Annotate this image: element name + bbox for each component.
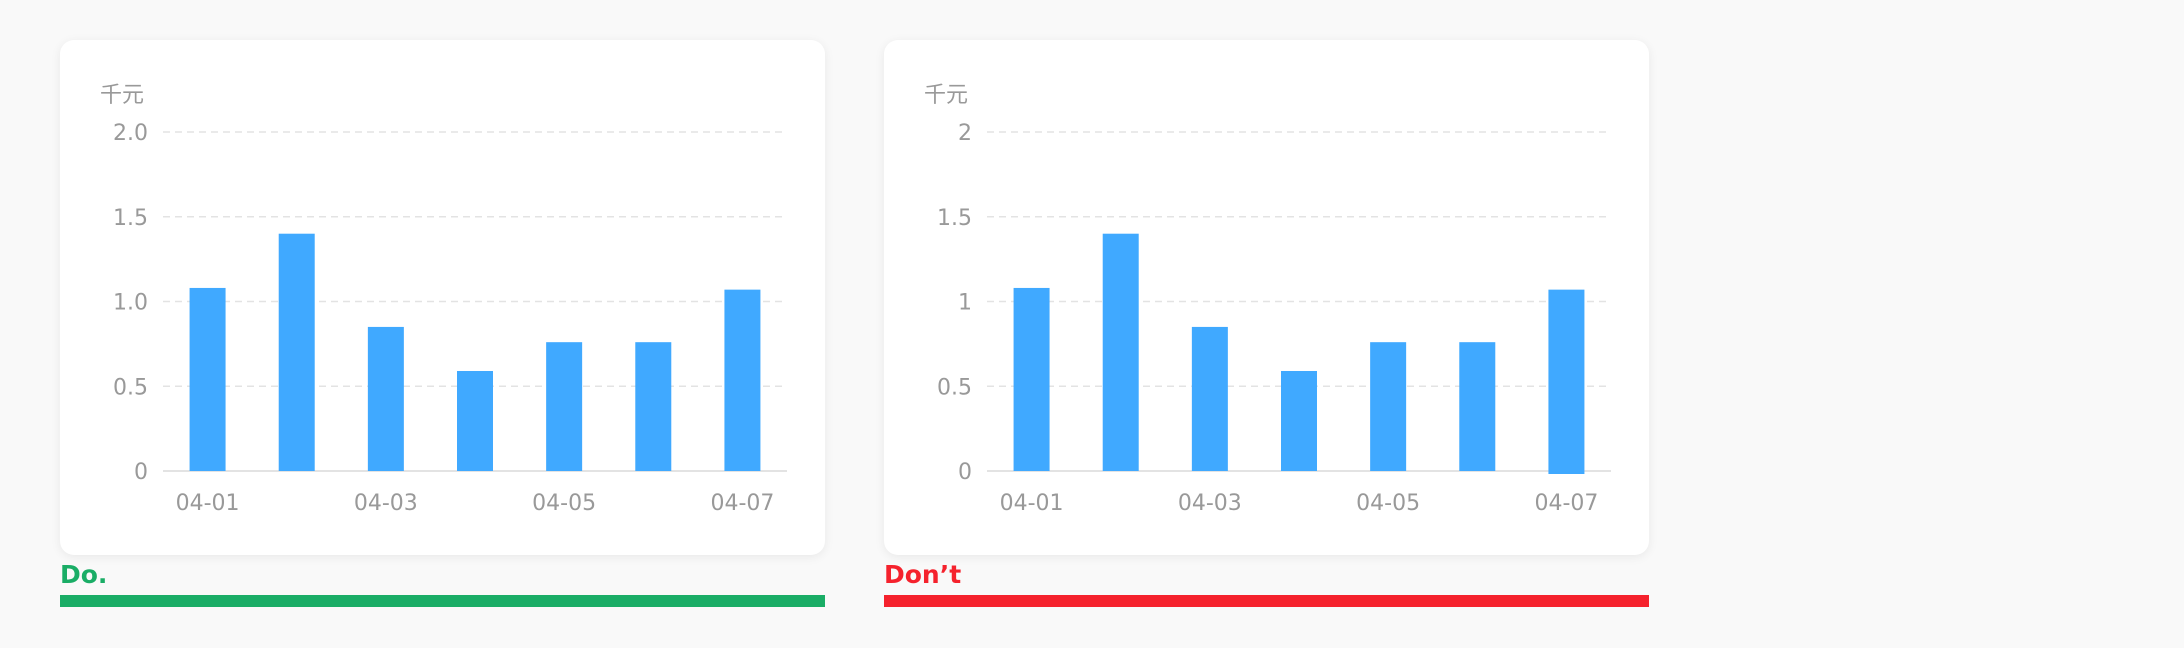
bar-04-07 [1548, 289, 1585, 474]
bar-04-07 [724, 289, 761, 471]
bar-04-06 [635, 342, 672, 471]
x-tick-label: 04-01 [176, 491, 240, 516]
x-tick-label: 04-05 [1356, 491, 1420, 516]
x-tick-label: 04-07 [710, 491, 774, 516]
bar-04-06 [1459, 342, 1496, 471]
do-indicator-bar [60, 595, 825, 607]
y-tick-label: 1.5 [113, 206, 148, 231]
bar-04-01 [1013, 287, 1050, 471]
bar-04-03 [1191, 326, 1228, 471]
bar-04-02 [1102, 233, 1139, 471]
x-tick-label: 04-03 [1178, 491, 1242, 516]
chart-card: 千元 0 0.5 1.0 1.5 2.0 04-01 04-03 04-05 04-07 [60, 40, 825, 555]
y-unit-label: 千元 [100, 83, 144, 108]
y-tick-label: 0.5 [113, 375, 148, 400]
bar-chart-dont: 千元 0 0.5 1 1.5 2 04-01 04-03 04-05 04-07 [924, 83, 1611, 516]
y-tick-label: 2.0 [113, 121, 148, 146]
y-tick-label: 0 [958, 460, 972, 485]
x-tick-label: 04-05 [532, 491, 596, 516]
y-tick-label: 1 [958, 291, 972, 316]
x-tick-label: 04-07 [1534, 491, 1598, 516]
bar-04-02 [278, 233, 315, 471]
y-tick-label: 1.0 [113, 291, 148, 316]
bar-04-04 [1281, 370, 1317, 471]
bar-04-03 [367, 326, 404, 471]
bar-04-05 [1370, 342, 1407, 471]
x-tick-label: 04-03 [354, 491, 418, 516]
do-caption: Do. [60, 560, 108, 589]
bar-04-05 [546, 342, 583, 471]
y-unit-label: 千元 [924, 83, 968, 108]
bar-04-04 [457, 370, 493, 471]
bar-chart-do: 千元 0 0.5 1.0 1.5 2.0 04-01 04-03 04-05 04-07 [100, 83, 787, 516]
y-tick-label: 2 [958, 121, 972, 146]
y-tick-label: 0.5 [937, 375, 972, 400]
x-tick-label: 04-01 [1000, 491, 1064, 516]
bar-04-01 [189, 287, 226, 471]
dont-caption: Don’t [884, 560, 962, 589]
y-tick-label: 0 [134, 460, 148, 485]
chart-card: 千元 0 0.5 1 1.5 2 04-01 04-03 04-05 04-07 [884, 40, 1649, 555]
y-tick-label: 1.5 [937, 206, 972, 231]
dont-indicator-bar [884, 595, 1649, 607]
